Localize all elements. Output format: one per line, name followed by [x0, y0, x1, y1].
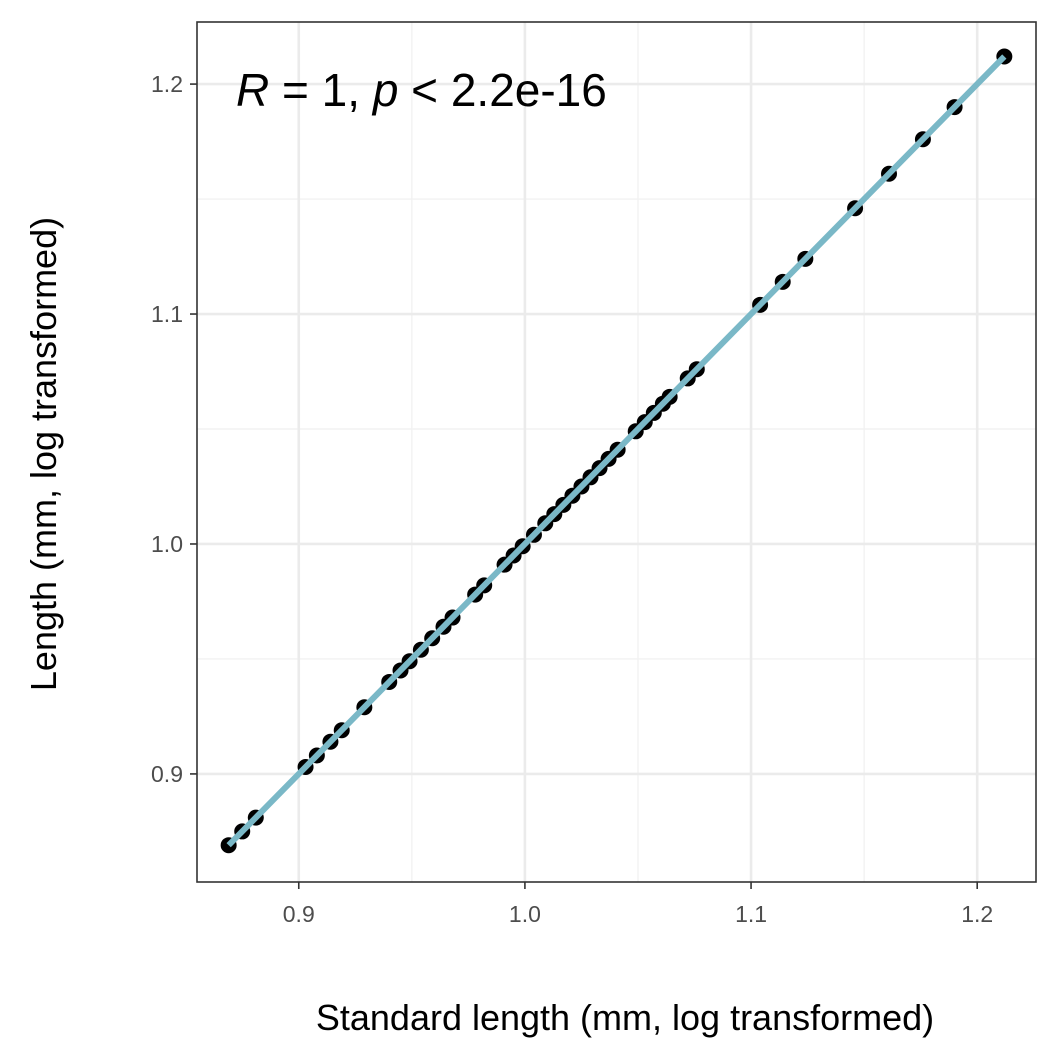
regression-line [226, 54, 1007, 848]
p-symbol: p [371, 64, 399, 116]
grid-lines [197, 22, 1036, 882]
panel-border [196, 21, 1037, 883]
x-axis: 0.9 1.0 1.1 1.2 [283, 882, 993, 927]
x-tick-label: 0.9 [283, 901, 315, 927]
y-tick-label: 1.0 [151, 531, 183, 557]
correlation-annotation: R = 1, p < 2.2e-16 [236, 64, 607, 116]
r-symbol: R [236, 64, 269, 116]
x-tick-label: 1.1 [735, 901, 767, 927]
x-tick-label: 1.2 [961, 901, 993, 927]
y-tick-label: 0.9 [151, 761, 183, 787]
p-value: < 2.2e-16 [398, 64, 606, 116]
y-tick-label: 1.1 [151, 301, 183, 327]
y-tick-label: 1.2 [151, 71, 183, 97]
y-axis-title: Length (mm, log transformed) [23, 217, 64, 691]
r-value: = 1, [269, 64, 373, 116]
fit-line-group [226, 54, 1007, 848]
x-axis-title: Standard length (mm, log transformed) [316, 997, 934, 1038]
x-tick-label: 1.0 [509, 901, 541, 927]
y-axis: 0.9 1.0 1.1 1.2 [151, 71, 197, 787]
